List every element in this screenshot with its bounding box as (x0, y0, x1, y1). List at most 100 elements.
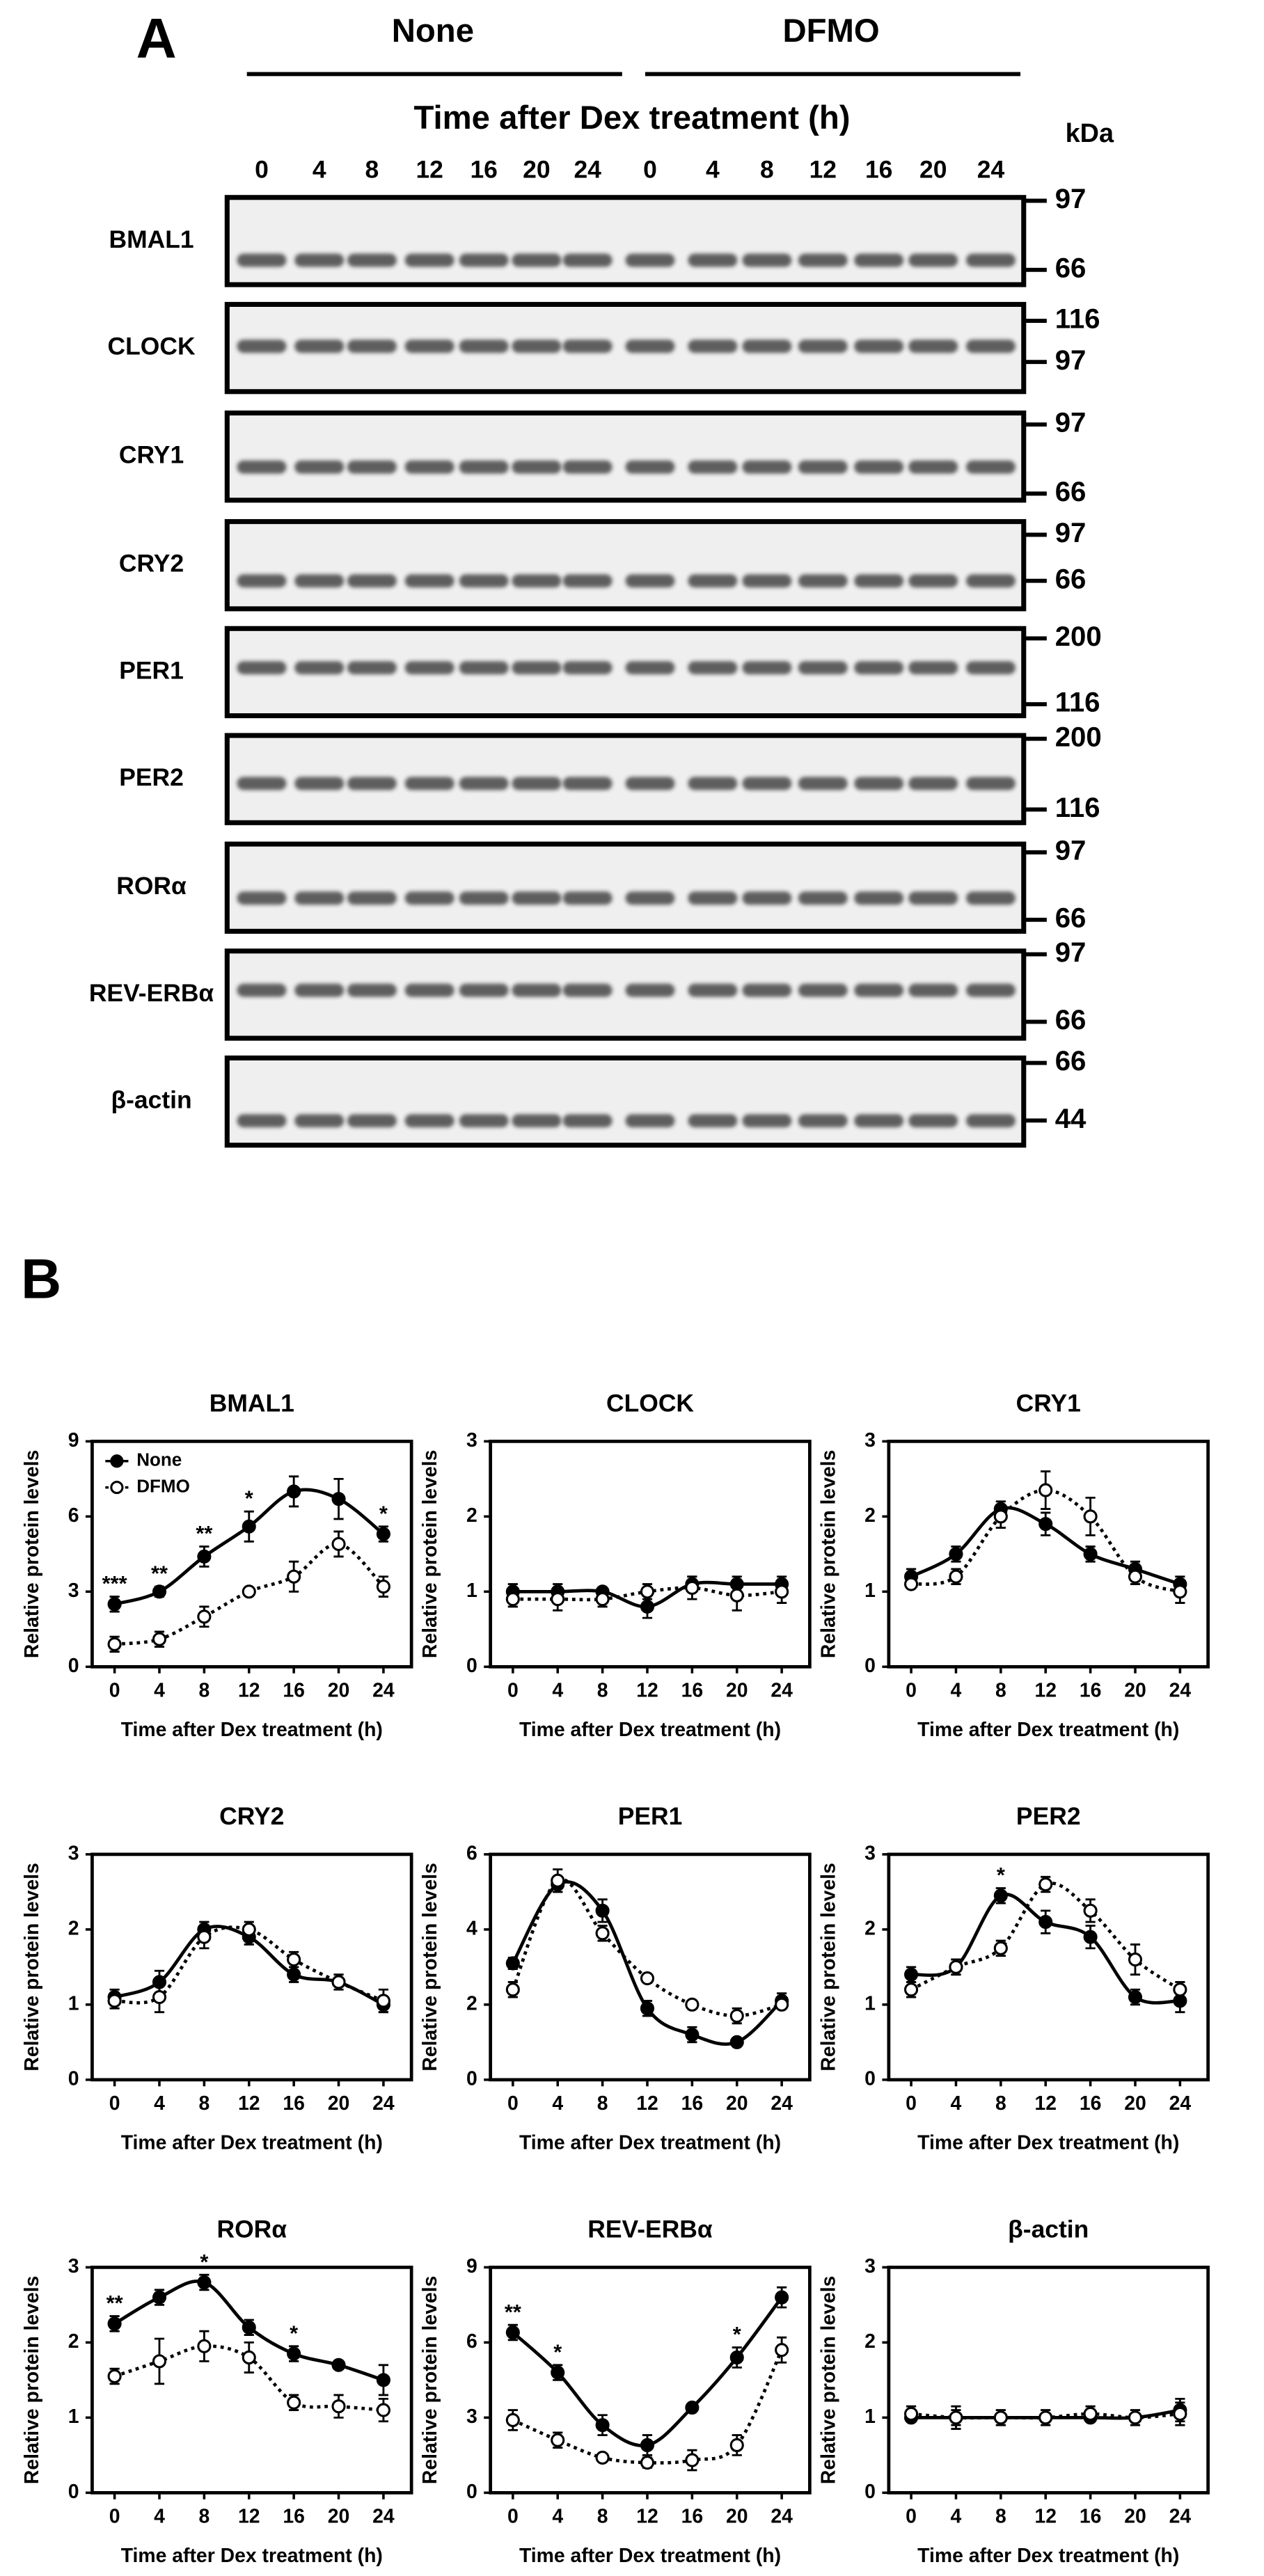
y-axis-label: Relative protein levels (419, 1450, 441, 1658)
y-tick-label: 0 (864, 2067, 876, 2090)
data-point (949, 1959, 963, 1974)
x-axis-label: Time after Dex treatment (h) (519, 2132, 781, 2154)
blot-band (404, 460, 455, 474)
x-tick-label: 16 (681, 2505, 704, 2527)
blot-band (562, 661, 613, 675)
y-tick-label: 6 (466, 2330, 477, 2353)
data-point (1083, 1930, 1098, 1944)
marker-label: 200 (1055, 621, 1102, 652)
y-tick-label: 1 (864, 1580, 876, 1602)
x-tick-label: 24 (372, 2505, 395, 2527)
y-tick-label: 3 (466, 1429, 477, 1452)
blot-band (966, 253, 1016, 267)
x-tick-label: 12 (636, 2505, 658, 2527)
blot-band (688, 777, 738, 790)
data-point (595, 2450, 610, 2465)
data-point (152, 2354, 167, 2369)
x-tick-label: 8 (995, 2092, 1006, 2115)
data-point (505, 1592, 520, 1607)
plot-frame (489, 1440, 812, 1669)
x-tick-label: 20 (1124, 1679, 1146, 1701)
data-point (107, 1637, 122, 1651)
data-point (551, 2365, 565, 2380)
data-point (1128, 1953, 1143, 1967)
blot-band (459, 983, 509, 997)
data-point (331, 1975, 346, 1989)
x-tick-label: 4 (154, 2505, 165, 2527)
blot-band (625, 891, 675, 905)
x-tick-label: 16 (1080, 1679, 1102, 1701)
blot-band (459, 661, 509, 675)
data-point (331, 2358, 346, 2372)
blot-band (294, 1114, 345, 1128)
x-tick-label: 8 (597, 1679, 608, 1701)
y-tick-label: 2 (466, 1504, 477, 1527)
data-point (505, 1956, 520, 1971)
data-point (287, 1484, 301, 1499)
data-point (685, 2453, 700, 2467)
x-tick-label: 12 (636, 2092, 658, 2115)
data-point (376, 2373, 390, 2387)
chart-title: PER2 (1016, 1802, 1081, 1830)
data-point (376, 1994, 390, 2008)
blot-band (854, 777, 904, 790)
data-point (1173, 1982, 1187, 1997)
blot-band (562, 983, 613, 997)
x-axis-label: Time after Dex treatment (h) (519, 2545, 781, 2567)
x-tick-label: 8 (597, 2092, 608, 2115)
x-tick-label: 0 (906, 2092, 917, 2115)
y-tick-label: 2 (864, 1504, 876, 1527)
blot-band (512, 983, 562, 997)
plot-frame (90, 2266, 413, 2495)
blot-band (512, 340, 562, 353)
marker-label: 66 (1055, 563, 1087, 594)
x-tick-label: 0 (109, 2505, 120, 2527)
plot-frame (489, 2266, 812, 2495)
data-point (949, 1569, 963, 1584)
data-point (1128, 1990, 1143, 2005)
x-tick-label: 20 (726, 1679, 748, 1701)
data-point (1038, 1517, 1053, 1532)
blot-band (459, 777, 509, 790)
blot-band (404, 574, 455, 588)
data-point (904, 1982, 919, 1997)
blot-label: PER1 (119, 656, 184, 684)
plot-frame (887, 1440, 1210, 1669)
plot-frame (90, 1440, 413, 1669)
chart-title: RORα (216, 2216, 287, 2243)
x-axis-label: Time after Dex treatment (h) (519, 1719, 781, 1741)
data-point (152, 1632, 167, 1646)
x-tick-label: 24 (372, 2092, 395, 2115)
blot-band (625, 1114, 675, 1128)
data-point (287, 1569, 301, 1584)
data-point (640, 1971, 655, 1986)
data-point (1173, 2406, 1187, 2422)
blot-band (854, 574, 904, 588)
data-point (242, 1922, 256, 1937)
blot-band (404, 661, 455, 675)
blot-band (688, 253, 738, 267)
blot-band (908, 1114, 958, 1128)
data-point (949, 1547, 963, 1561)
significance-mark: ** (505, 2300, 521, 2324)
blot-frame (224, 1055, 1027, 1148)
marker-label: 97 (1055, 407, 1087, 438)
lane-label: 8 (760, 155, 774, 183)
x-tick-label: 20 (1124, 2505, 1146, 2527)
y-tick-label: 0 (864, 2481, 876, 2503)
data-point (1083, 1903, 1098, 1918)
blot-frame (224, 948, 1027, 1041)
y-axis-label: Relative protein levels (21, 1450, 43, 1658)
significance-mark: * (379, 1501, 388, 1525)
blot-band (688, 460, 738, 474)
blot-label: PER2 (119, 763, 184, 791)
data-point (242, 1519, 256, 1534)
legend-label: DFMO (136, 1475, 190, 1496)
lane-label: 20 (919, 155, 947, 183)
data-point (640, 2001, 655, 2016)
blot-band (237, 777, 287, 790)
data-point (640, 2438, 655, 2453)
marker-label: 66 (1055, 252, 1087, 283)
x-tick-label: 0 (507, 2505, 519, 2527)
x-tick-label: 24 (771, 1679, 793, 1701)
